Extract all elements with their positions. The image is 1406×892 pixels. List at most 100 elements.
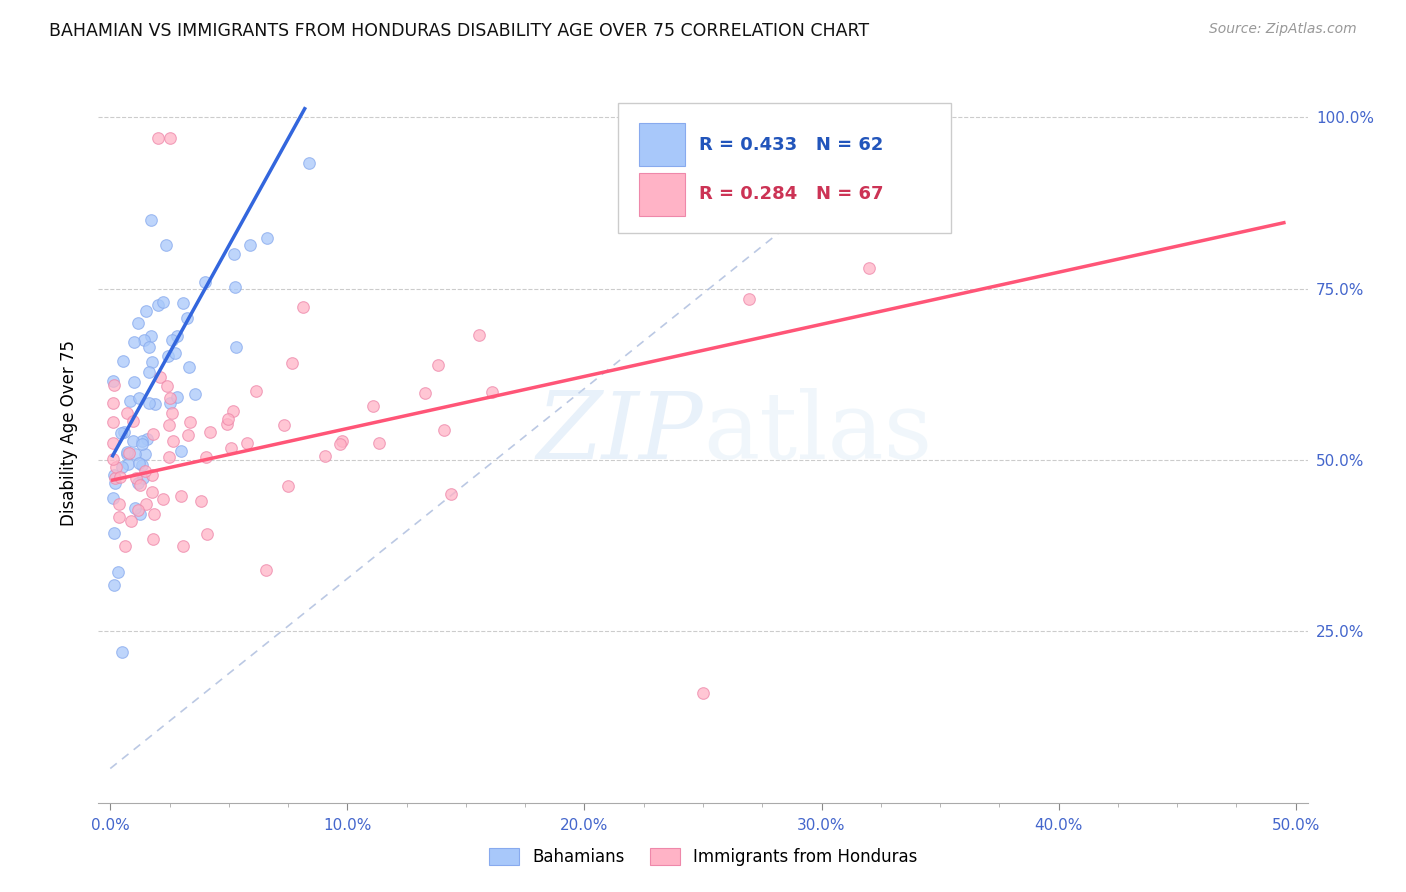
Point <box>103 415 125 429</box>
Point <box>101 491 124 506</box>
Point <box>858 261 880 276</box>
Point <box>138 395 160 409</box>
Point <box>139 213 162 227</box>
Point <box>127 316 149 330</box>
Point <box>117 457 139 471</box>
Point <box>361 399 384 413</box>
Point <box>122 334 145 349</box>
Point <box>179 415 201 429</box>
Point <box>135 497 157 511</box>
Point <box>194 275 217 289</box>
Point <box>198 425 221 439</box>
Point <box>115 406 138 420</box>
Point <box>170 443 193 458</box>
Point <box>104 476 127 491</box>
Point <box>291 300 314 314</box>
Point <box>156 378 179 392</box>
Point <box>103 525 125 540</box>
Point <box>111 459 134 474</box>
Point <box>162 434 184 449</box>
Point <box>190 493 212 508</box>
Point <box>163 345 186 359</box>
Point <box>101 395 124 409</box>
Point <box>118 445 141 459</box>
Point <box>413 386 436 401</box>
Point <box>222 247 245 261</box>
Point <box>103 377 125 392</box>
Text: R = 0.284   N = 67: R = 0.284 N = 67 <box>699 186 884 203</box>
Point <box>298 156 321 170</box>
Point <box>184 386 207 401</box>
Point <box>146 131 169 145</box>
Point <box>162 405 184 419</box>
Point <box>222 404 245 418</box>
Point <box>157 417 180 432</box>
Point <box>225 340 247 354</box>
Point <box>129 508 152 522</box>
Point <box>135 432 157 446</box>
Point <box>155 238 177 252</box>
Point <box>114 539 136 553</box>
Point <box>481 384 503 399</box>
Point <box>131 434 153 449</box>
Text: ZIP: ZIP <box>536 388 703 477</box>
Point <box>108 470 131 484</box>
Bar <box>638 123 685 166</box>
Point <box>152 295 174 310</box>
Point <box>101 374 124 388</box>
Point <box>124 447 146 461</box>
Point <box>128 391 150 405</box>
Point <box>157 450 180 464</box>
Point <box>118 393 141 408</box>
Point <box>143 397 166 411</box>
Point <box>162 333 184 347</box>
Point <box>159 391 181 405</box>
Point <box>176 311 198 326</box>
Point <box>139 329 162 343</box>
Point <box>166 391 188 405</box>
Point <box>177 427 200 442</box>
Point <box>368 436 391 450</box>
Y-axis label: Disability Age Over 75: Disability Age Over 75 <box>59 340 77 525</box>
Point <box>115 444 138 458</box>
Point <box>138 365 160 379</box>
Point <box>124 500 146 515</box>
Point <box>152 492 174 507</box>
Point <box>277 479 299 493</box>
Point <box>141 355 163 369</box>
Point <box>254 563 277 577</box>
Point <box>159 131 181 145</box>
Point <box>135 304 157 318</box>
Point <box>172 296 194 310</box>
Point <box>101 452 124 467</box>
Point <box>172 540 194 554</box>
Point <box>426 359 449 373</box>
Point <box>112 425 135 439</box>
Point <box>104 471 127 485</box>
Point <box>122 434 145 448</box>
Point <box>236 436 259 450</box>
Point <box>166 329 188 343</box>
Point <box>149 370 172 384</box>
Point <box>103 435 125 450</box>
Point <box>107 565 129 579</box>
Point <box>219 441 242 455</box>
Point <box>105 460 128 475</box>
Point <box>129 478 152 492</box>
Point <box>141 468 163 483</box>
Point <box>127 503 149 517</box>
Point <box>159 396 181 410</box>
Point <box>138 340 160 354</box>
Point <box>134 333 156 347</box>
Text: R = 0.433   N = 62: R = 0.433 N = 62 <box>699 136 884 153</box>
Point <box>179 360 201 375</box>
Point <box>215 417 238 431</box>
Point <box>156 350 179 364</box>
Point <box>329 437 352 451</box>
FancyBboxPatch shape <box>619 103 950 233</box>
Point <box>111 645 134 659</box>
Point <box>107 509 129 524</box>
Point <box>239 238 262 252</box>
Point <box>103 468 125 483</box>
Text: atlas: atlas <box>703 388 932 477</box>
